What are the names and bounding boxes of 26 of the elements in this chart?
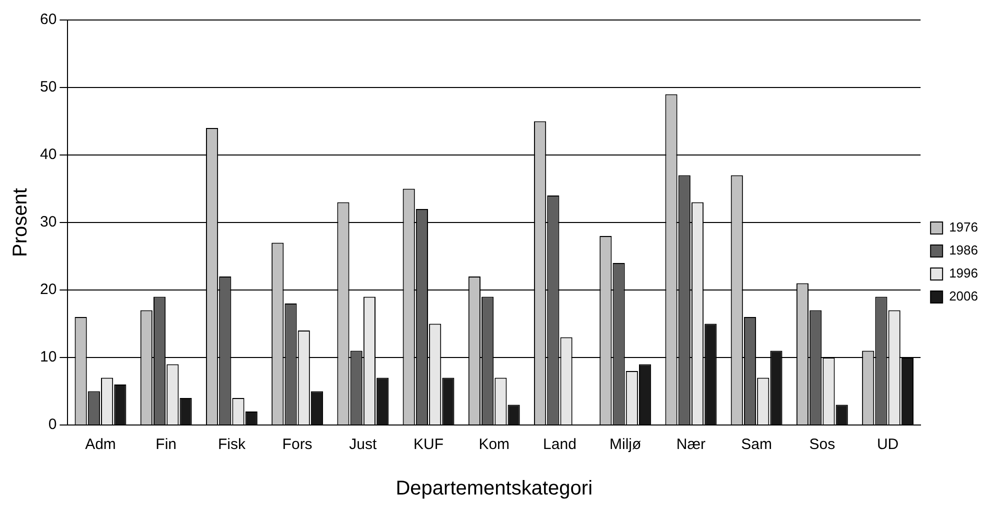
legend-label: 2006 xyxy=(949,288,978,304)
x-tick-label: Sam xyxy=(741,436,772,454)
y-tick-label: 40 xyxy=(40,146,57,164)
x-tick-label: Nær xyxy=(676,436,706,454)
x-tick-label: Kom xyxy=(478,436,510,454)
y-axis-title: Prosent xyxy=(10,188,32,257)
x-tick-label: Fin xyxy=(156,436,177,454)
legend-label: 1976 xyxy=(949,220,978,235)
x-tick-label: Adm xyxy=(85,436,116,454)
y-tick-label: 60 xyxy=(40,11,57,28)
x-tick-label: Sos xyxy=(809,436,836,454)
y-tick-label: 50 xyxy=(40,78,57,96)
x-tick-label: Fisk xyxy=(218,436,246,454)
y-tick-label: 10 xyxy=(40,348,57,366)
x-tick-label: Fors xyxy=(282,436,312,454)
x-tick-label: UD xyxy=(876,436,899,454)
y-tick-label: 20 xyxy=(40,281,57,298)
x-tick-label: Miljø xyxy=(610,436,642,454)
y-tick-label: 0 xyxy=(48,416,57,434)
x-tick-label: KUF xyxy=(414,436,444,454)
legend-label: 1996 xyxy=(949,266,978,281)
legend-label: 1986 xyxy=(949,242,978,258)
x-tick-label: Just xyxy=(349,436,378,454)
x-axis-title: Departementskategori xyxy=(396,478,593,500)
y-tick-label: 30 xyxy=(40,214,57,231)
x-tick-label: Land xyxy=(543,436,576,454)
